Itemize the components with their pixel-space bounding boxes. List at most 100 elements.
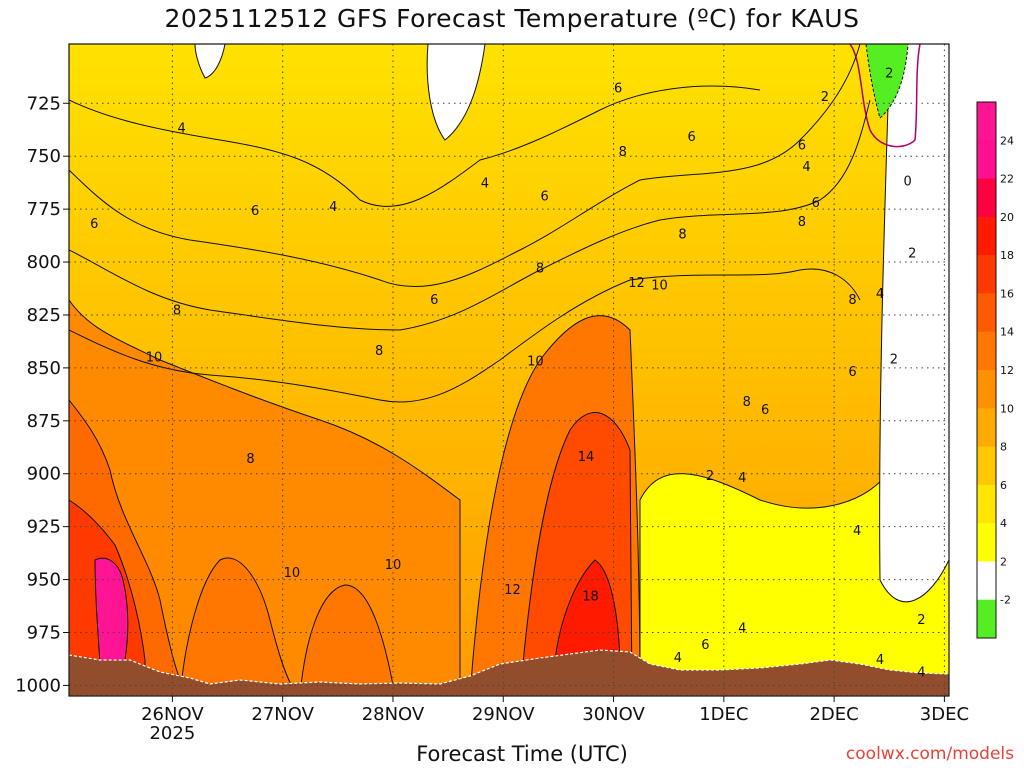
colorbar-tick-label: 6 [1000, 479, 1007, 492]
contour-label: 12 [628, 276, 645, 291]
contour-label: 10 [385, 558, 402, 573]
colorbar-swatch [977, 331, 996, 371]
y-tick-label: 825 [27, 305, 61, 326]
contour-label: 8 [743, 395, 751, 410]
white-patch-upper [426, 44, 486, 141]
x-tick-label: 1DEC [699, 704, 748, 725]
colorbar-swatch [977, 408, 996, 448]
contour-label: 4 [481, 177, 489, 192]
colorbar-swatch [977, 102, 996, 141]
contour-label: 6 [812, 196, 820, 211]
contour-label: 2 [706, 469, 714, 484]
x-tick-label: 3DEC [920, 704, 969, 725]
contour-label: 12 [504, 583, 521, 598]
colorbar: 24 22 20 18 16 14 12 10 8 6 4 2 -2 [976, 101, 1014, 639]
contour-label: 6 [798, 139, 806, 154]
chart-title: 2025112512 GFS Forecast Temperature (ºC)… [164, 4, 860, 33]
contour-label: 8 [678, 228, 686, 243]
credit-link[interactable]: coolwx.com/models [845, 744, 1014, 764]
contour-label: 4 [738, 621, 746, 636]
x-tick-label: 28NOV [362, 704, 425, 725]
contour-label: 6 [251, 204, 259, 219]
contour-label: 6 [90, 217, 98, 232]
contour-label: 2 [917, 613, 925, 628]
colorbar-tick-label: 12 [1000, 364, 1014, 377]
y-tick-label: 900 [27, 464, 61, 485]
contour-label: 6 [761, 403, 769, 418]
contour-line [69, 44, 861, 288]
contour-label: 10 [651, 278, 668, 293]
contour-label: 2 [885, 67, 893, 82]
colorbar-tick-label: 18 [1000, 249, 1014, 262]
contour-label: 6 [614, 81, 622, 96]
contour-label: 6 [540, 189, 548, 204]
x-tick-label: 2DEC [809, 704, 858, 725]
colorbar-frame [976, 101, 997, 639]
y-tick-label: 775 [27, 199, 61, 220]
pink-zero-contour [849, 44, 921, 148]
colorbar-tick-label: 22 [1000, 173, 1014, 186]
contour-label: 10 [527, 355, 544, 370]
x-tick-label: 27NOV [251, 704, 314, 725]
colorbar-tick-label: 20 [1000, 211, 1014, 224]
contour-label: 0 [904, 175, 912, 190]
white-region-0-2 [879, 44, 949, 603]
warm-dome-28nov [299, 584, 396, 696]
contour-label: 8 [798, 215, 806, 230]
y-tick-label: 875 [27, 411, 61, 432]
plot-frame [68, 43, 950, 697]
colorbar-tick-label: 24 [1000, 134, 1014, 147]
hottest-plume-30nov [554, 559, 621, 661]
contour-label: 8 [173, 304, 181, 319]
contour-label: 6 [430, 293, 438, 308]
y-tick-label: 925 [27, 517, 61, 538]
plot-area [69, 44, 949, 696]
contour-label: 10 [284, 566, 301, 581]
contour-label: 8 [848, 293, 856, 308]
contour-label: 4 [177, 122, 185, 137]
x-axis-label: Forecast Time (UTC) [416, 742, 628, 766]
contour-label: 4 [329, 200, 337, 215]
x-tick-label: 30NOV [582, 704, 645, 725]
y-tick-label: 800 [27, 252, 61, 273]
y-tick-label: 725 [27, 93, 61, 114]
contour-label: 2 [908, 247, 916, 262]
colorbar-swatch [977, 599, 996, 639]
colorbar-swatch [977, 216, 996, 256]
y-tick-label: 850 [27, 358, 61, 379]
contour-label: 8 [536, 261, 544, 276]
green-region-below-minus2 [865, 44, 909, 119]
contour-label: 4 [738, 471, 746, 486]
contour-label: 4 [917, 666, 925, 681]
contour-line [69, 99, 871, 331]
contour-label: 18 [582, 590, 599, 605]
contour-label: 4 [674, 651, 682, 666]
x-tick-label: 26NOV [141, 704, 204, 725]
contour-label: 8 [619, 145, 627, 160]
colorbar-swatch [977, 446, 996, 486]
contour-label: 8 [375, 344, 383, 359]
contour-line [69, 268, 861, 403]
contour-label: 2 [890, 352, 898, 367]
warm-dome-27nov [179, 557, 301, 696]
contour-label: 6 [701, 638, 709, 653]
y-tick-label: 975 [27, 622, 61, 643]
contour-label: 6 [688, 130, 696, 145]
contour-label: 4 [853, 524, 861, 539]
contour-label: 4 [876, 653, 884, 668]
y-axis: 725 750 775 800 825 850 875 900 925 950 975 1000 [15, 93, 69, 696]
y-tick-label: 950 [27, 570, 61, 591]
white-patch-top-left [194, 44, 226, 79]
ground-terrain [68, 649, 950, 697]
x-tick-sublabel: 2025 [149, 723, 195, 744]
y-tick-label: 1000 [15, 675, 61, 696]
colorbar-tick-label: 4 [1000, 517, 1007, 530]
contour-label: 4 [802, 160, 810, 175]
colorbar-swatch [977, 178, 996, 218]
contour-label: 6 [848, 365, 856, 380]
x-tick-label: 29NOV [472, 704, 535, 725]
colorbar-tick-label: 16 [1000, 287, 1014, 300]
